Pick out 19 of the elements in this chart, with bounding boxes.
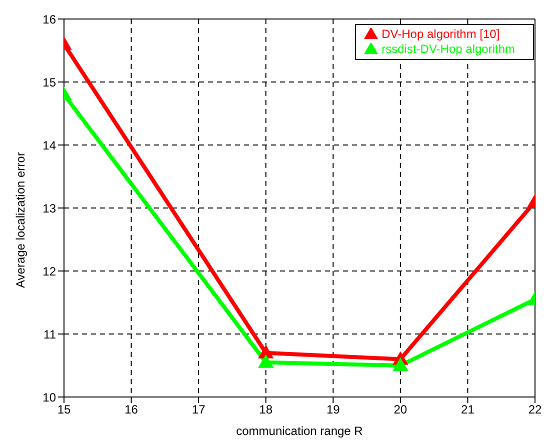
y-tick-label: 14 (42, 138, 56, 152)
y-tick-label: 12 (42, 264, 56, 278)
legend-label: rssdist-DV-Hop algorithm (382, 42, 515, 56)
y-tick-label: 16 (42, 12, 56, 26)
x-tick-label: 15 (57, 402, 71, 417)
legend-label: DV-Hop algorithm [10] (382, 27, 500, 41)
y-axis-title: Average localization error (13, 152, 28, 288)
x-tick-label: 22 (528, 402, 542, 417)
y-tick-label: 15 (42, 75, 56, 90)
x-tick-label: 21 (461, 402, 475, 417)
x-tick-label: 19 (326, 402, 340, 417)
x-tick-label: 18 (259, 402, 273, 417)
y-tick-label: 11 (44, 327, 56, 342)
y-tick-label: 10 (42, 390, 56, 404)
x-axis-title: communication range R (236, 424, 364, 438)
y-tick-label: 13 (42, 201, 56, 216)
x-tick-label: 20 (394, 402, 408, 417)
x-tick-label: 17 (192, 402, 206, 417)
x-tick-label: 16 (124, 402, 138, 417)
